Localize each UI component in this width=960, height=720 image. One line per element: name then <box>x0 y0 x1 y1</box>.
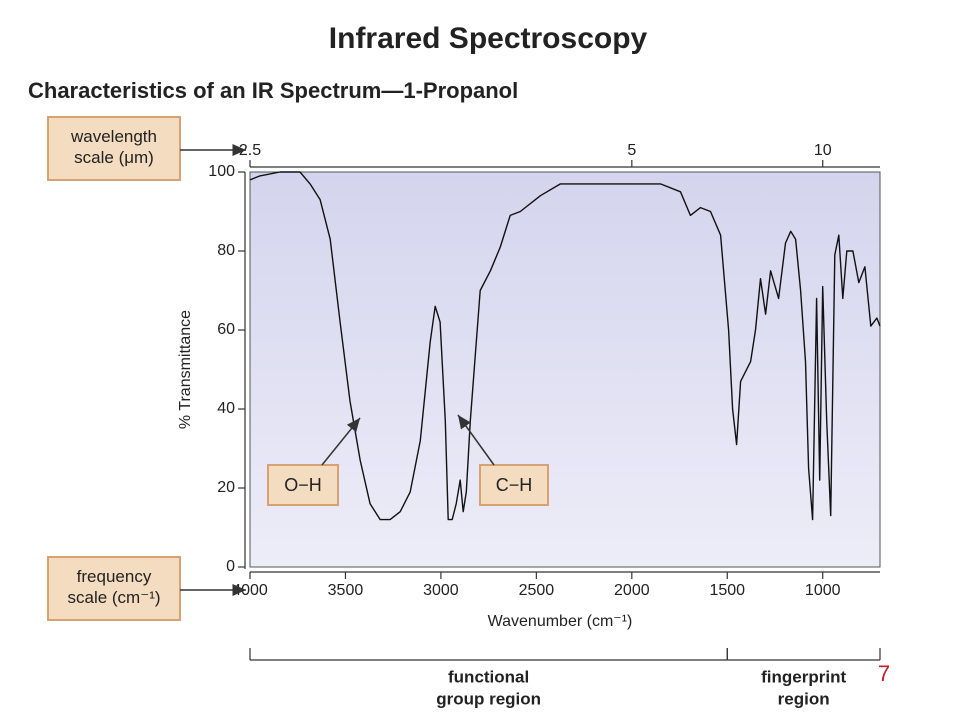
annotation: C−H <box>496 475 533 495</box>
note-line: frequency <box>77 567 152 586</box>
x2-tick-label: 10 <box>814 142 832 159</box>
region-label: region <box>778 689 830 708</box>
arrow <box>321 417 361 466</box>
annotation: O−H <box>284 475 322 495</box>
title: Infrared Spectroscopy <box>329 22 648 55</box>
note-line: wavelength <box>70 127 157 146</box>
y-axis-label: % Transmittance <box>177 310 194 429</box>
subtitle: Characteristics of an IR Spectrum—1-Prop… <box>28 78 518 103</box>
slide-number: 7 <box>878 661 890 686</box>
note-line: scale (μm) <box>74 148 154 167</box>
x-tick-label: 1000 <box>805 582 841 599</box>
spectrum-line <box>249 171 881 521</box>
y-tick-label: 40 <box>217 400 235 417</box>
frequency-note: frequency scale (cm⁻¹) <box>67 567 160 607</box>
note-box <box>47 116 181 181</box>
region-label: fingerprint <box>761 667 846 686</box>
region-label: functional <box>448 667 529 686</box>
x-tick-label: 2000 <box>614 582 650 599</box>
y-tick-label: 20 <box>217 479 235 496</box>
y-tick-label: 100 <box>208 163 235 180</box>
annotation-box <box>479 464 549 506</box>
region-label: group region <box>436 689 541 708</box>
arrow <box>457 414 495 466</box>
wavelength-note: wavelength scale (μm) <box>70 127 157 167</box>
x2-tick-label: 5 <box>627 142 636 159</box>
note-line: scale (cm⁻¹) <box>67 588 160 607</box>
x-tick-label: 3500 <box>328 582 364 599</box>
y-tick-label: 0 <box>226 558 235 575</box>
y-tick-label: 80 <box>217 242 235 259</box>
x-tick-label: 1500 <box>709 582 745 599</box>
plot-background <box>249 171 881 568</box>
note-box <box>47 556 181 621</box>
x-axis-label: Wavenumber (cm⁻¹) <box>488 613 633 630</box>
y-tick-label: 60 <box>217 321 235 338</box>
x-tick-label: 3000 <box>423 582 459 599</box>
annotation-box <box>267 464 339 506</box>
x-tick-label: 2500 <box>519 582 555 599</box>
